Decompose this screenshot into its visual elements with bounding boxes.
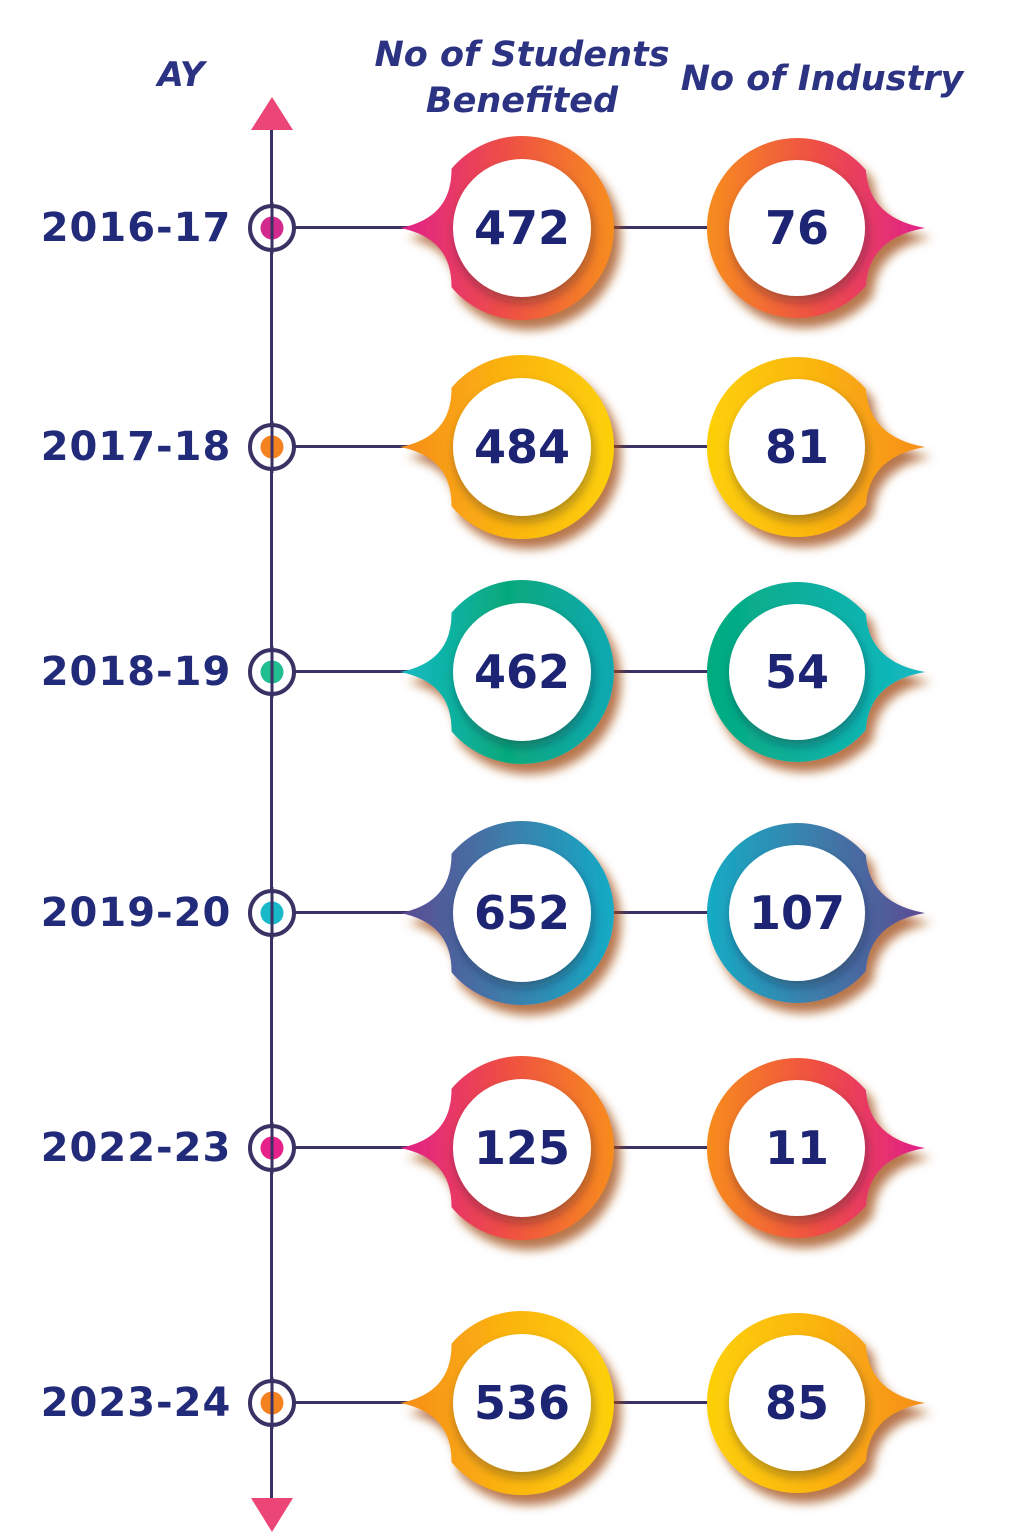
badge-face xyxy=(453,844,591,982)
timeline-marker xyxy=(248,421,296,473)
badge-face xyxy=(729,160,865,296)
connector-line xyxy=(610,445,715,448)
connector-line xyxy=(610,1401,715,1404)
connector-line xyxy=(610,226,715,229)
timeline-arrow-down-icon xyxy=(251,1498,293,1532)
industry-count: 11 xyxy=(764,1121,829,1175)
badge-face xyxy=(729,1335,865,1471)
badge-face xyxy=(729,1080,865,1216)
students-count: 472 xyxy=(473,201,571,255)
timeline-arrow-up-icon xyxy=(251,97,293,130)
industry-count: 107 xyxy=(748,886,846,940)
connector-line xyxy=(610,670,715,673)
industry-count: 85 xyxy=(764,1376,829,1430)
marker-axis-overlay xyxy=(270,202,274,254)
industry-badge xyxy=(706,137,925,318)
timeline-marker xyxy=(248,1122,296,1174)
badge-face xyxy=(453,378,591,516)
marker-axis-overlay xyxy=(270,1122,274,1174)
connector-line xyxy=(272,1401,440,1404)
year-label: 2023-24 xyxy=(40,1380,232,1426)
students-badge xyxy=(400,821,614,1005)
students-count: 536 xyxy=(473,1376,571,1430)
connector-line xyxy=(610,911,715,914)
badge-face xyxy=(453,1334,591,1472)
year-label: 2019-20 xyxy=(40,890,232,936)
students-badge xyxy=(400,1056,614,1240)
industry-count: 54 xyxy=(764,645,829,699)
students-badge xyxy=(400,1311,614,1495)
column-header-ay: AY xyxy=(157,55,205,95)
marker-axis-overlay xyxy=(270,887,274,939)
industry-count: 76 xyxy=(764,201,829,255)
students-count: 652 xyxy=(473,886,571,940)
industry-badge xyxy=(706,357,925,537)
timeline-axis xyxy=(270,128,273,1500)
year-label: 2022-23 xyxy=(40,1125,232,1171)
connector-line xyxy=(272,445,440,448)
badge-face xyxy=(453,1079,591,1217)
year-label: 2017-18 xyxy=(40,424,232,470)
column-header-students: No of Students Benefited xyxy=(372,32,672,124)
students-badge xyxy=(400,355,614,539)
connector-line xyxy=(272,226,440,229)
timeline-marker xyxy=(248,1377,296,1429)
badge-face xyxy=(729,845,865,981)
students-count: 462 xyxy=(473,645,571,699)
year-label: 2016-17 xyxy=(40,205,232,251)
badge-face xyxy=(453,159,591,297)
industry-badge xyxy=(706,1313,925,1493)
marker-axis-overlay xyxy=(270,646,274,698)
connector-line xyxy=(272,670,440,673)
badge-face xyxy=(729,379,865,515)
timeline-marker xyxy=(248,887,296,939)
marker-axis-overlay xyxy=(270,421,274,473)
connector-line xyxy=(272,911,440,914)
industry-badge xyxy=(706,823,925,1003)
students-count: 484 xyxy=(473,420,571,474)
column-header-industry: No of Industry xyxy=(680,59,964,99)
column-header-students-line1: No of Students xyxy=(374,35,670,75)
badge-face xyxy=(453,603,591,741)
industry-badge xyxy=(706,1058,925,1238)
timeline-marker xyxy=(248,646,296,698)
industry-badge xyxy=(706,582,925,762)
connector-line xyxy=(610,1146,715,1149)
students-badge xyxy=(400,136,614,320)
marker-axis-overlay xyxy=(270,1377,274,1429)
badge-face xyxy=(729,604,865,740)
students-count: 125 xyxy=(473,1121,571,1175)
year-label: 2018-19 xyxy=(40,649,232,695)
industry-count: 81 xyxy=(764,420,829,474)
connector-line xyxy=(272,1146,440,1149)
timeline-marker xyxy=(248,202,296,254)
students-badge xyxy=(400,580,614,764)
column-header-students-line2: Benefited xyxy=(425,81,619,121)
